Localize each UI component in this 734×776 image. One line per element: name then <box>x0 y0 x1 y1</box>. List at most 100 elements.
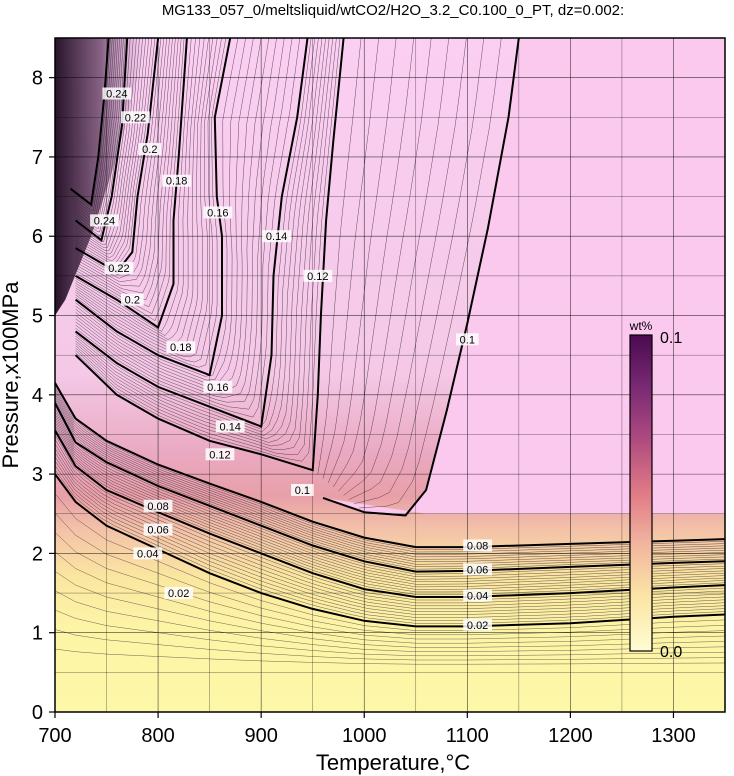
contour-label-box <box>463 563 493 576</box>
minor-contour-line <box>75 38 176 301</box>
contour-label-0.16: 0.16 <box>207 382 228 394</box>
plot-area: 0.02 0.02 0.04 0.04 0.06 0.06 0.08 0.08 0.1 0.1 0.… <box>55 38 725 712</box>
plot-frame <box>54 37 726 713</box>
contour-label-0.02: 0.02 <box>467 620 488 632</box>
minor-contour-line <box>70 38 111 208</box>
x-axis: 700 800 900 1000 1100 1200 1300 <box>38 712 696 747</box>
minor-contour-line <box>322 38 379 479</box>
contour-label-0.04: 0.04 <box>467 590 488 602</box>
minor-contour-line <box>75 38 192 332</box>
contour-label-box <box>133 547 163 560</box>
contour-label-box <box>143 499 173 512</box>
contour-label-box <box>143 523 173 536</box>
contour-label-box <box>291 483 314 496</box>
y-axis-label: Pressure,x100MPa <box>0 281 23 469</box>
contour-label-box <box>203 206 233 219</box>
minor-contour-line <box>75 38 277 398</box>
contour-line-0.06 <box>55 402 725 573</box>
minor-contour-line <box>75 38 137 248</box>
minor-contour-line <box>75 38 341 462</box>
minor-contour-line <box>75 38 222 363</box>
minor-contour-line <box>75 38 239 377</box>
minor-contour-line <box>75 38 143 255</box>
minor-contour-line <box>75 38 182 315</box>
contour-label-0.22: 0.22 <box>125 112 146 124</box>
minor-contour-line <box>75 38 209 349</box>
y-axis: 0 1 2 3 4 5 6 7 8 <box>32 68 55 724</box>
contour-label-box <box>203 380 233 393</box>
minor-contour-line <box>75 38 196 336</box>
minor-contour-line <box>75 38 227 368</box>
minor-contour-line <box>75 38 173 294</box>
contour-line-0.04 <box>55 430 725 598</box>
contour-label-box <box>162 174 192 187</box>
contour-line-0.16 <box>74 38 232 377</box>
contour-line-0.08 <box>55 382 725 549</box>
contour-label-0.12: 0.12 <box>209 449 230 461</box>
x-tick-label: 1100 <box>446 725 489 747</box>
contour-line-0.18 <box>75 38 188 329</box>
y-tick-label: 3 <box>32 464 43 486</box>
minor-contour-line <box>75 38 323 440</box>
minor-contour-line <box>327 38 397 483</box>
minor-contour-line <box>75 38 312 429</box>
minor-contour-line <box>348 38 467 500</box>
minor-contour-line <box>75 38 301 418</box>
minor-contour-line <box>333 38 414 488</box>
x-tick-label: 900 <box>244 725 277 747</box>
contour-label-0.2: 0.2 <box>142 144 157 156</box>
minor-contour-line <box>75 38 218 358</box>
contour-line-0.1 <box>322 38 520 517</box>
y-tick-label: 7 <box>32 147 43 169</box>
contour-label-0.08: 0.08 <box>147 501 168 513</box>
contour-line-0.24 <box>69 38 110 207</box>
minor-contour-line <box>75 38 270 394</box>
minor-contour-line <box>71 38 113 211</box>
minor-contour-line <box>317 38 362 475</box>
contour-label-0.06: 0.06 <box>147 525 168 537</box>
y-tick-label: 6 <box>32 226 43 248</box>
contour-label-0.18: 0.18 <box>166 176 187 188</box>
minor-contour-line <box>75 38 214 353</box>
x-tick-label: 1300 <box>651 725 696 747</box>
contour-label-0.08: 0.08 <box>467 540 488 552</box>
y-tick-label: 2 <box>32 543 43 565</box>
contour-label-0.2: 0.2 <box>125 295 140 307</box>
contour-label-box <box>166 341 196 354</box>
contour-label-box <box>90 214 119 227</box>
minor-contour-line <box>353 38 485 505</box>
contour-label-0.12: 0.12 <box>307 271 328 283</box>
contour-label-0.02: 0.02 <box>168 588 189 600</box>
contour-line-0.12 <box>74 38 345 472</box>
minor-contour-line <box>343 38 450 496</box>
minor-contour-line <box>75 38 246 381</box>
minor-contour-line <box>75 38 254 385</box>
contour-label-0.18: 0.18 <box>170 342 191 354</box>
minor-contour-line <box>338 38 432 492</box>
contour-label-0.06: 0.06 <box>467 564 488 576</box>
x-tick-label: 1000 <box>342 725 387 747</box>
contour-label-0.1: 0.1 <box>295 485 310 497</box>
contour-label-box <box>164 587 194 600</box>
contour-label-box <box>463 539 493 552</box>
contour-label-box <box>205 448 235 461</box>
y-tick-label: 0 <box>32 702 43 724</box>
low-temperature-dense-region <box>55 38 148 316</box>
contour-label-0.14: 0.14 <box>220 422 241 434</box>
contour-label-box <box>138 143 162 156</box>
x-axis-label: Temperature,°C <box>316 750 470 775</box>
minor-contour-line <box>75 38 337 455</box>
minor-contour-line <box>75 38 293 410</box>
minor-contour-line <box>75 38 185 321</box>
colorbar-max-label: 0.1 <box>660 330 682 347</box>
minor-contour-line <box>72 38 117 218</box>
contour-line-0.14 <box>74 38 309 428</box>
x-tick-label: 700 <box>38 725 71 747</box>
contour-labels: 0.02 0.02 0.04 0.04 0.06 0.06 0.08 0.08 0.1 0.1 0.… <box>90 87 493 632</box>
x-tick-label: 800 <box>141 725 174 747</box>
minor-contour-line <box>75 38 179 308</box>
colorbar: wt% 0.1 0.0 <box>629 319 683 661</box>
contour-label-0.24: 0.24 <box>94 215 115 227</box>
contour-label-box <box>463 618 493 631</box>
y-tick-label: 8 <box>32 68 43 90</box>
